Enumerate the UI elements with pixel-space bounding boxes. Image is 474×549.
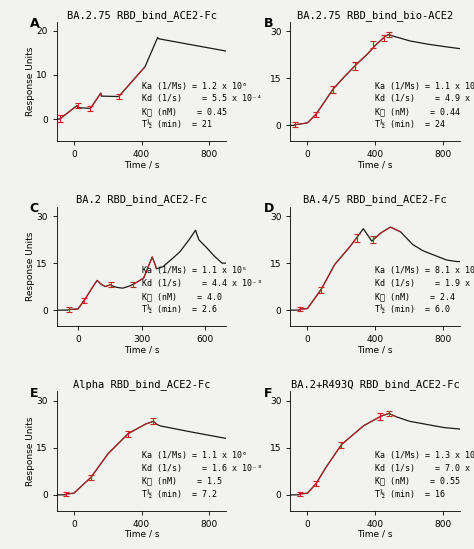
Text: F: F xyxy=(264,386,272,400)
X-axis label: Time / s: Time / s xyxy=(124,160,159,170)
Title: BA.4/5 RBD_bind_ACE2-Fc: BA.4/5 RBD_bind_ACE2-Fc xyxy=(303,194,447,205)
Text: D: D xyxy=(264,202,273,215)
Title: BA.2+R493Q RBD_bind_ACE2-Fc: BA.2+R493Q RBD_bind_ACE2-Fc xyxy=(291,379,459,390)
Text: Ka (1/Ms) = 1.1 x 10⁵
Kd (1/s)    = 4.4 x 10⁻³
Kᴅ (nM)    = 4.0
T½ (min)  = 2.6: Ka (1/Ms) = 1.1 x 10⁵ Kd (1/s) = 4.4 x 1… xyxy=(142,266,262,314)
Text: Ka (1/Ms) = 8.1 x 10⁵
Kd (1/s)    = 1.9 x 10⁻³
Kᴅ (nM)    = 2.4
T½ (min)  = 6.0: Ka (1/Ms) = 8.1 x 10⁵ Kd (1/s) = 1.9 x 1… xyxy=(375,266,474,314)
X-axis label: Time / s: Time / s xyxy=(124,530,159,539)
Text: Ka (1/Ms) = 1.2 x 10⁶
Kd (1/s)    = 5.5 x 10⁻⁴
Kᴅ (nM)    = 0.45
T½ (min)  = 21: Ka (1/Ms) = 1.2 x 10⁶ Kd (1/s) = 5.5 x 1… xyxy=(142,82,262,129)
Title: Alpha RBD_bind_ACE2-Fc: Alpha RBD_bind_ACE2-Fc xyxy=(73,379,210,390)
Title: BA.2.75 RBD_bind_ACE2-Fc: BA.2.75 RBD_bind_ACE2-Fc xyxy=(66,10,217,21)
Y-axis label: Response Units: Response Units xyxy=(26,416,35,486)
X-axis label: Time / s: Time / s xyxy=(357,345,393,354)
Text: Ka (1/Ms) = 1.1 x 10⁶
Kd (1/s)    = 1.6 x 10⁻³
Kᴅ (nM)    = 1.5
T½ (min)  = 7.2: Ka (1/Ms) = 1.1 x 10⁶ Kd (1/s) = 1.6 x 1… xyxy=(142,451,262,498)
Title: BA.2.75 RBD_bind_bio-ACE2: BA.2.75 RBD_bind_bio-ACE2 xyxy=(297,10,453,21)
Y-axis label: Response Units: Response Units xyxy=(26,232,35,301)
Text: A: A xyxy=(30,17,39,30)
Text: Ka (1/Ms) = 1.1 x 10⁶
Kd (1/s)    = 4.9 x 10⁻⁴
Kᴅ (nM)    = 0.44
T½ (min)  = 24: Ka (1/Ms) = 1.1 x 10⁶ Kd (1/s) = 4.9 x 1… xyxy=(375,82,474,129)
X-axis label: Time / s: Time / s xyxy=(357,160,393,170)
X-axis label: Time / s: Time / s xyxy=(124,345,159,354)
X-axis label: Time / s: Time / s xyxy=(357,530,393,539)
Text: E: E xyxy=(30,386,38,400)
Title: BA.2 RBD_bind_ACE2-Fc: BA.2 RBD_bind_ACE2-Fc xyxy=(76,194,207,205)
Text: C: C xyxy=(30,202,39,215)
Y-axis label: Response Units: Response Units xyxy=(26,47,35,116)
Text: Ka (1/Ms) = 1.3 x 10⁶
Kd (1/s)    = 7.0 x 10⁻⁴
Kᴅ (nM)    = 0.55
T½ (min)  = 16: Ka (1/Ms) = 1.3 x 10⁶ Kd (1/s) = 7.0 x 1… xyxy=(375,451,474,498)
Text: B: B xyxy=(264,17,273,30)
